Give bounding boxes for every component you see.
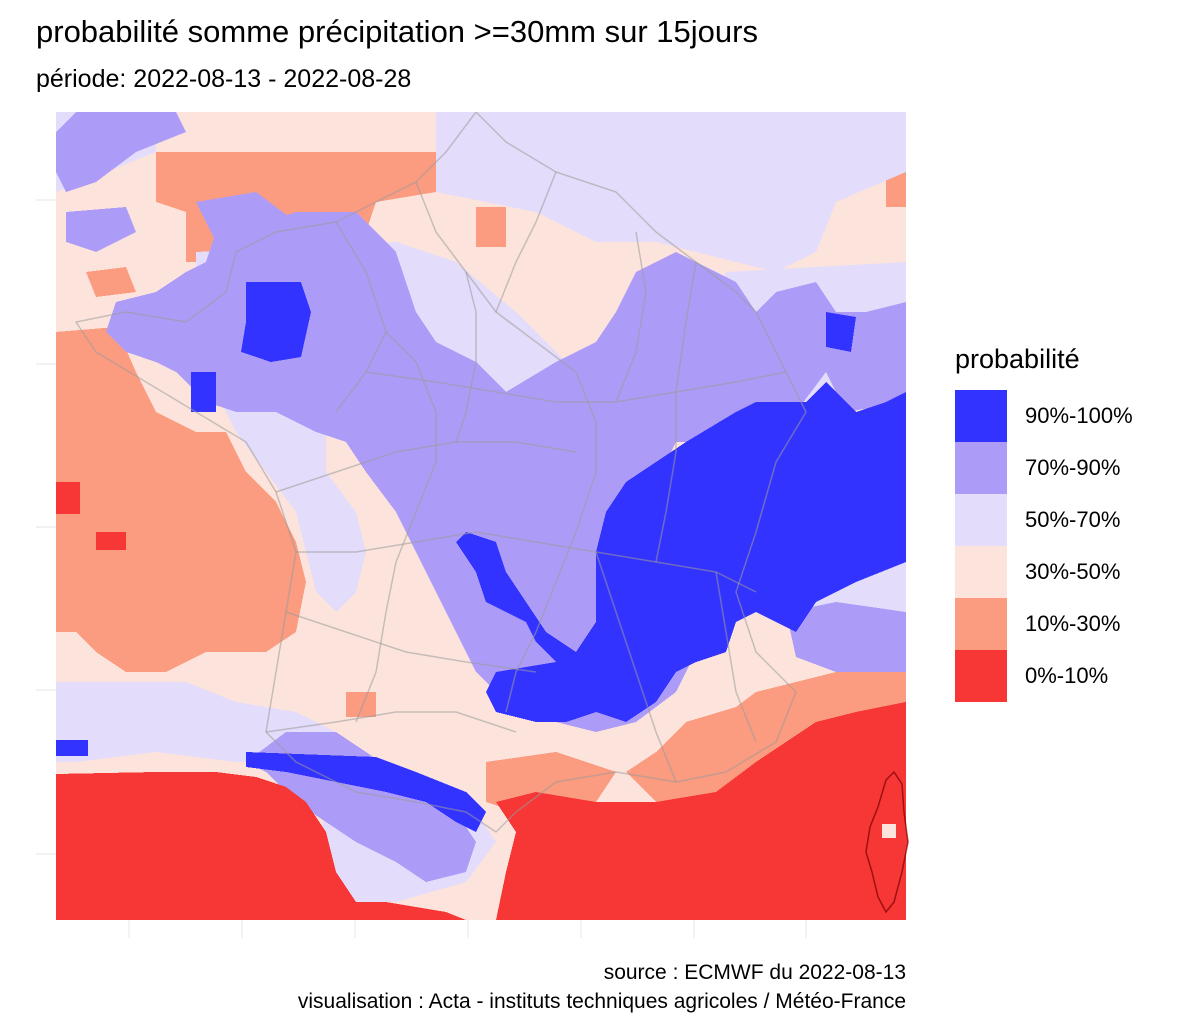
legend-title: probabilité bbox=[955, 344, 1080, 374]
legend-item: 70%-90% bbox=[955, 442, 1185, 494]
zone-0-10 bbox=[56, 482, 906, 920]
legend-label: 90%-100% bbox=[1025, 403, 1133, 428]
caption: source : ECMWF du 2022-08-13 visualisati… bbox=[298, 958, 906, 1016]
legend-swatch bbox=[955, 650, 1007, 702]
legend-label: 30%-50% bbox=[1025, 559, 1121, 584]
legend-item: 10%-30% bbox=[955, 598, 1185, 650]
legend: probabilité 90%-100% 70%-90% 50%-70% 30%… bbox=[955, 340, 1185, 702]
credit-line: visualisation : Acta - instituts techniq… bbox=[297, 990, 906, 1013]
map-title: probabilité somme précipitation >=30mm s… bbox=[36, 14, 758, 49]
legend-item: 90%-100% bbox=[955, 390, 1185, 442]
legend-item: 30%-50% bbox=[955, 546, 1185, 598]
map-subtitle: période: 2022-08-13 - 2022-08-28 bbox=[36, 65, 412, 93]
legend-label: 0%-10% bbox=[1025, 663, 1109, 688]
map-canvas bbox=[36, 112, 909, 938]
legend-items: 90%-100% 70%-90% 50%-70% 30%-50% 10%-30%… bbox=[955, 390, 1185, 702]
legend-swatch bbox=[955, 494, 1007, 546]
corsica-outline bbox=[865, 770, 909, 914]
probability-map bbox=[36, 112, 926, 938]
legend-item: 50%-70% bbox=[955, 494, 1185, 546]
source-line: source : ECMWF du 2022-08-13 bbox=[603, 961, 906, 984]
zone-90-100 bbox=[56, 282, 906, 832]
department-boundaries bbox=[75, 112, 807, 833]
probability-zones bbox=[56, 112, 906, 920]
grid-lines bbox=[36, 199, 807, 938]
legend-label: 10%-30% bbox=[1025, 611, 1121, 636]
legend-swatch bbox=[955, 598, 1007, 650]
legend-swatch bbox=[955, 442, 1007, 494]
legend-item: 0%-10% bbox=[955, 650, 1185, 702]
legend-swatch bbox=[955, 390, 1007, 442]
legend-swatch bbox=[955, 546, 1007, 598]
legend-label: 70%-90% bbox=[1025, 455, 1121, 480]
legend-label: 50%-70% bbox=[1025, 507, 1121, 532]
corsica-patch bbox=[882, 824, 896, 838]
